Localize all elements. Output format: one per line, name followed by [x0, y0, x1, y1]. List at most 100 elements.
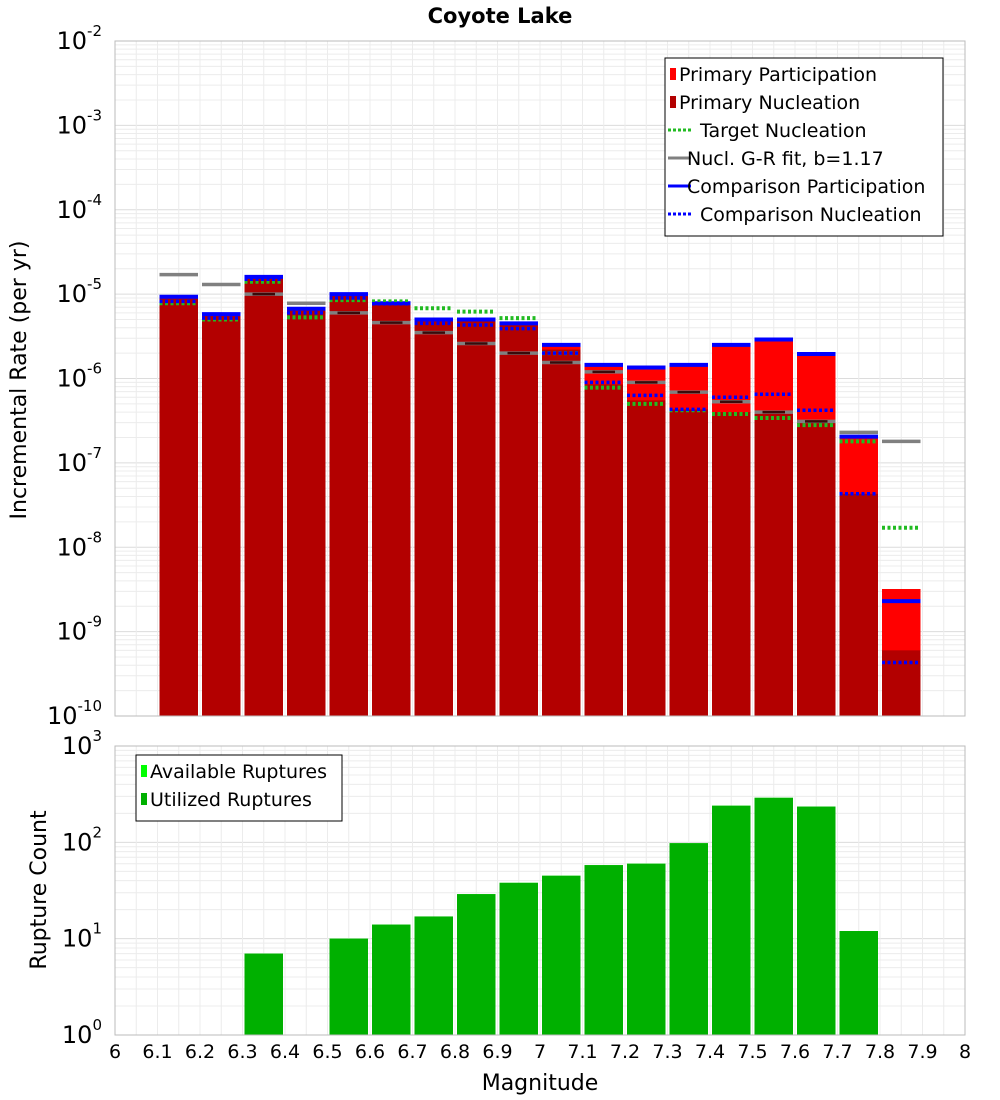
y-tick-exponent: -7 — [87, 444, 102, 462]
primary-nucleation-bar — [882, 650, 921, 716]
top-plot-frame — [114, 40, 966, 717]
top-legend: Primary Participation Primary Nucleation T… — [664, 57, 944, 237]
y-tick-label: 10-4 — [56, 191, 102, 224]
utilized-ruptures-bar — [797, 806, 836, 1035]
y-tick-exponent: 0 — [92, 1016, 102, 1034]
primary-nucleation-bar — [669, 409, 708, 716]
top-series-lines — [159, 272, 921, 665]
primary-nucleation-bar — [712, 412, 751, 716]
y-tick-exponent: -10 — [78, 697, 103, 715]
bottom-legend: Available Ruptures Utilized Ruptures — [135, 754, 343, 822]
x-tick-label: 7.8 — [865, 1041, 895, 1063]
bottom-legend-swatch — [141, 793, 147, 805]
primary-nucleation-bar — [414, 321, 453, 716]
x-tick-label: 7.9 — [907, 1041, 937, 1063]
top-legend-label: Target Nucleation — [699, 120, 867, 142]
utilized-ruptures-bar — [372, 924, 411, 1035]
x-axis-label: Magnitude — [482, 1071, 599, 1096]
y-tick-exponent: 1 — [92, 920, 102, 938]
x-tick-label: 6.6 — [355, 1041, 385, 1063]
y-tick-label: 103 — [62, 727, 102, 760]
top-legend-label: Comparison Nucleation — [700, 204, 922, 226]
top-legend-label: Primary Participation — [679, 64, 877, 86]
x-tick-label: 7.6 — [780, 1041, 810, 1063]
y-tick-base: 10 — [56, 533, 87, 561]
top-bars — [159, 278, 921, 716]
y-tick-exponent: -4 — [87, 191, 102, 209]
x-tick-label: 6.2 — [185, 1041, 215, 1063]
primary-nucleation-bar — [627, 400, 666, 716]
top-legend-frame — [664, 57, 944, 237]
y-tick-exponent: 2 — [92, 823, 102, 841]
primary-nucleation-bar — [499, 325, 538, 716]
chart-title: Coyote Lake — [428, 4, 573, 28]
bottom-y-axis-label: Rupture Count — [27, 810, 52, 970]
primary-nucleation-bar — [584, 384, 623, 716]
top-legend-swatch — [670, 68, 676, 80]
utilized-ruptures-bar — [627, 863, 666, 1035]
y-tick-label: 10-3 — [56, 106, 102, 139]
top-legend-label: Nucl. G-R fit, b=1.17 — [687, 148, 884, 170]
bottom-plot-frame — [114, 745, 966, 1036]
y-tick-exponent: -5 — [87, 275, 102, 293]
utilized-ruptures-bar — [584, 865, 623, 1035]
y-tick-exponent: -3 — [87, 106, 102, 124]
y-tick-label: 10-10 — [47, 697, 102, 730]
utilized-ruptures-bar — [839, 931, 878, 1035]
y-tick-label: 10-9 — [56, 613, 102, 646]
x-tick-label: 7 — [534, 1041, 546, 1063]
y-tick-label: 100 — [62, 1016, 102, 1049]
y-tick-label: 10-2 — [56, 22, 102, 55]
primary-nucleation-bar — [754, 413, 793, 716]
utilized-ruptures-bar — [712, 805, 751, 1035]
x-tick-label: 7.7 — [822, 1041, 852, 1063]
y-tick-exponent: -8 — [87, 528, 102, 546]
x-tick-label: 6.8 — [440, 1041, 470, 1063]
x-tick-label: 6.9 — [482, 1041, 512, 1063]
primary-nucleation-bar — [839, 493, 878, 716]
primary-nucleation-bar — [287, 309, 326, 716]
utilized-ruptures-bar — [499, 882, 538, 1035]
y-tick-base: 10 — [56, 618, 87, 646]
y-tick-base: 10 — [62, 828, 93, 856]
x-tick-label: 7.2 — [610, 1041, 640, 1063]
bottom-legend-frame — [135, 754, 343, 822]
x-tick-label: 8 — [959, 1041, 971, 1063]
top-legend-label: Comparison Participation — [687, 176, 925, 198]
x-tick-label: 6 — [109, 1041, 121, 1063]
y-tick-label: 10-5 — [56, 275, 102, 308]
x-tick-label: 7.1 — [567, 1041, 597, 1063]
y-tick-base: 10 — [62, 732, 93, 760]
y-tick-label: 10-8 — [56, 528, 102, 561]
y-tick-base: 10 — [56, 196, 87, 224]
y-tick-base: 10 — [56, 27, 87, 55]
top-legend-swatch — [670, 96, 676, 108]
x-tick-label: 6.1 — [142, 1041, 172, 1063]
y-tick-label: 10-6 — [56, 360, 102, 393]
y-tick-label: 102 — [62, 823, 102, 856]
primary-nucleation-bar — [329, 296, 368, 716]
y-tick-base: 10 — [56, 449, 87, 477]
primary-nucleation-bar — [372, 304, 411, 716]
utilized-ruptures-bar — [754, 797, 793, 1035]
y-tick-label: 10-7 — [56, 444, 102, 477]
utilized-ruptures-bar — [244, 953, 283, 1035]
y-tick-base: 10 — [56, 365, 87, 393]
y-tick-exponent: -2 — [87, 22, 102, 40]
y-tick-exponent: -9 — [87, 613, 102, 631]
y-tick-base: 10 — [62, 1021, 93, 1049]
x-tick-label: 6.3 — [227, 1041, 257, 1063]
x-tick-label: 6.4 — [270, 1041, 300, 1063]
y-tick-base: 10 — [47, 702, 78, 730]
utilized-ruptures-bar — [414, 916, 453, 1035]
utilized-ruptures-bar — [329, 938, 368, 1035]
y-tick-base: 10 — [56, 111, 87, 139]
primary-nucleation-bar — [244, 278, 283, 716]
y-tick-base: 10 — [56, 280, 87, 308]
x-tick-labels: 6 6.1 6.2 6.3 6.4 6.5 6.6 6.7 6.8 6.9 7 7.1 7.2 7.3 7.… — [109, 1041, 971, 1063]
y-tick-label: 101 — [62, 920, 102, 953]
